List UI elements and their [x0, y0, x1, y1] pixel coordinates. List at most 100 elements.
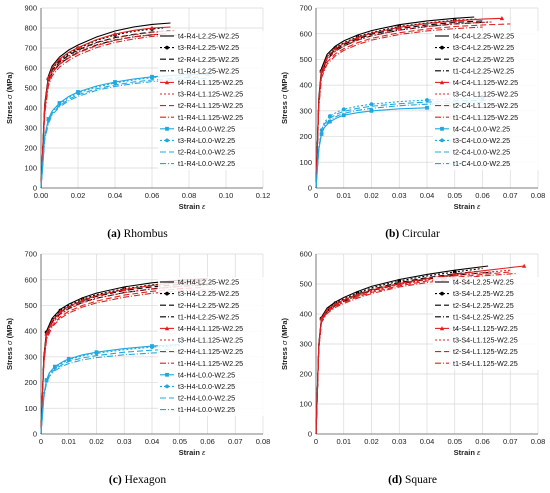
legend-marker [165, 46, 169, 50]
y-tick-label: 0 [308, 430, 312, 439]
legend-entry: t1-C4-L2.25-W2.25 [433, 66, 543, 78]
legend-marker [440, 139, 444, 143]
x-axis-title-symbol: ε [202, 448, 206, 457]
legend-label: t2-H4-L2.25-W2.25 [178, 301, 239, 310]
x-tick-label: 0.03 [392, 437, 407, 446]
y-axis-title-symbol: σ [280, 338, 289, 345]
x-axis-title-word: Strain [179, 202, 202, 211]
x-tick-label: 0 [314, 437, 318, 446]
legend-entry: t4-C4-L1.125-W2.25 [433, 77, 543, 89]
x-tick-label: 0.00 [34, 191, 49, 200]
data-point [370, 102, 374, 106]
legend-label: t1-C4-L2.25-W2.25 [453, 66, 514, 75]
legend-label: t3-S4-L1.125-W2.25 [453, 336, 518, 345]
data-point [342, 107, 346, 111]
x-tick-label: 0.02 [364, 191, 379, 200]
legend-label: t4-C4-L2.25-W2.25 [453, 32, 514, 41]
legend-marker [165, 292, 169, 296]
legend-entry: t3-C4-L1.125-W2.25 [433, 89, 543, 101]
legend-entry: t3-R4-L2.25-W2.25 [158, 43, 268, 55]
x-axis-title-symbol: ε [477, 202, 481, 211]
legend-label: t1-R4-L0.0-W2.25 [178, 159, 235, 168]
x-tick-label: 0.01 [336, 437, 351, 446]
x-tick-label: 0.06 [475, 437, 490, 446]
legend-label: t3-C4-L2.25-W2.25 [453, 43, 514, 52]
y-axis-title: Stress σ (MPa) [280, 317, 289, 370]
data-point [342, 113, 346, 117]
y-axis-title-unit: (MPa) [5, 317, 14, 338]
legend-entry: t1-R4-L0.0-W2.25 [158, 159, 268, 171]
x-tick-label: 0.07 [503, 437, 518, 446]
y-axis-title: Stress σ (MPa) [5, 317, 14, 370]
legend-label: t4-R4-L1.125-W2.25 [178, 78, 243, 87]
y-axis-title-unit: (MPa) [280, 71, 289, 92]
caption-text: Hexagon [125, 474, 167, 486]
y-tick-label: 200 [24, 144, 37, 153]
x-axis-title-word: Strain [179, 448, 202, 457]
legend-entry: t2-C4-L2.25-W2.25 [433, 54, 543, 66]
y-tick-label: 0 [33, 430, 37, 439]
y-axis-title-unit: (MPa) [5, 71, 14, 92]
x-axis-title: Strain ε [454, 202, 481, 211]
x-tick-label: 0.08 [531, 437, 546, 446]
legend-label: t2-R4-L2.25-W2.25 [178, 55, 239, 64]
legend-label: t4-H4-L1.125-W2.25 [178, 324, 243, 333]
legend-label: t4-R4-L0.0-W2.25 [178, 124, 235, 133]
legend-label: t2-S4-L1.125-W2.25 [453, 347, 518, 356]
legend-entry: t1-S4-L1.125-W2.25 [433, 358, 543, 370]
legend-entry: t1-C4-L0.0-W2.25 [433, 159, 543, 171]
caption-label: (d) [388, 474, 402, 486]
y-tick-label: 600 [24, 275, 37, 284]
y-tick-label: 500 [299, 55, 312, 64]
legend-entry: t4-S4-L1.125-W2.25 [433, 323, 543, 335]
y-tick-label: 400 [299, 81, 312, 90]
x-tick-label: 0.10 [219, 191, 234, 200]
legend-label: t1-C4-L1.125-W2.25 [453, 113, 518, 122]
legend-entry: t4-S4-L2.25-W2.25 [433, 277, 543, 289]
legend-label: t3-R4-L2.25-W2.25 [178, 43, 239, 52]
x-axis-title: Strain ε [179, 448, 206, 457]
caption-rhombus: (a) Rhombus [0, 228, 275, 240]
legend-entry: t1-R4-L2.25-W2.25 [158, 66, 268, 78]
legend-marker [440, 46, 444, 50]
legend-entry: t3-C4-L2.25-W2.25 [433, 43, 543, 55]
chart-svg-circular: 0 100 200 300 400 500 600 700 0 0.01 0.02 0.03 0.04 0… [275, 0, 550, 225]
y-tick-label: 600 [299, 250, 312, 259]
legend-entry: t1-H4-L1.125-W2.25 [158, 358, 268, 370]
caption-text: Rhombus [124, 228, 168, 240]
x-tick-label: 0.06 [475, 191, 490, 200]
legend-label: t1-S4-L2.25-W2.25 [453, 312, 514, 321]
legend-entry: t1-C4-L1.125-W2.25 [433, 112, 543, 124]
chart-svg-square: 01002003004005006000 0.01 0.02 0.03 0.04 0.05… [275, 246, 550, 471]
legend-label: t3-R4-L1.125-W2.25 [178, 90, 243, 99]
legend-entry: t1-S4-L2.25-W2.25 [433, 312, 543, 324]
y-tick-label: 600 [299, 29, 312, 38]
x-tick-label: 0.08 [256, 437, 271, 446]
y-tick-label: 700 [299, 4, 312, 13]
legend-marker [165, 127, 169, 131]
y-tick-label: 700 [24, 44, 37, 53]
legend-entry: t4-C4-L0.0-W2.25 [433, 124, 543, 136]
x-tick-label: 0.04 [145, 437, 160, 446]
x-tick-label: 0.07 [228, 437, 243, 446]
legend-label: t1-R4-L2.25-W2.25 [178, 66, 239, 75]
x-axis-title: Strain ε [179, 202, 206, 211]
legend-label: t2-R4-L0.0-W2.25 [178, 148, 235, 157]
x-tick-label: 0 [314, 191, 318, 200]
chart-svg-hexagon: 0 100 200 300 400 500 600 700 0 0.01 0.02 0.03 0.04 0… [0, 246, 275, 471]
data-point [425, 98, 429, 102]
x-tick-label: 0.04 [420, 437, 435, 446]
legend-label: t2-H4-L1.125-W2.25 [178, 347, 243, 356]
legend-entry: t3-R4-L1.125-W2.25 [158, 89, 268, 101]
y-tick-label: 600 [24, 64, 37, 73]
legend-label: t2-C4-L2.25-W2.25 [453, 55, 514, 64]
y-axis-title-symbol: σ [5, 92, 14, 99]
legend-entry: t1-R4-L1.125-W2.25 [158, 112, 268, 124]
legend-label: t4-S4-L1.125-W2.25 [453, 324, 518, 333]
legend-label: t2-S4-L2.25-W2.25 [453, 301, 514, 310]
x-tick-label: 0.05 [172, 437, 187, 446]
caption-hexagon: (c) Hexagon [0, 474, 275, 486]
y-tick-label: 0 [308, 184, 312, 193]
legend-entry: t4-H4-L2.25-W2.25 [158, 277, 268, 289]
data-point [150, 345, 154, 349]
